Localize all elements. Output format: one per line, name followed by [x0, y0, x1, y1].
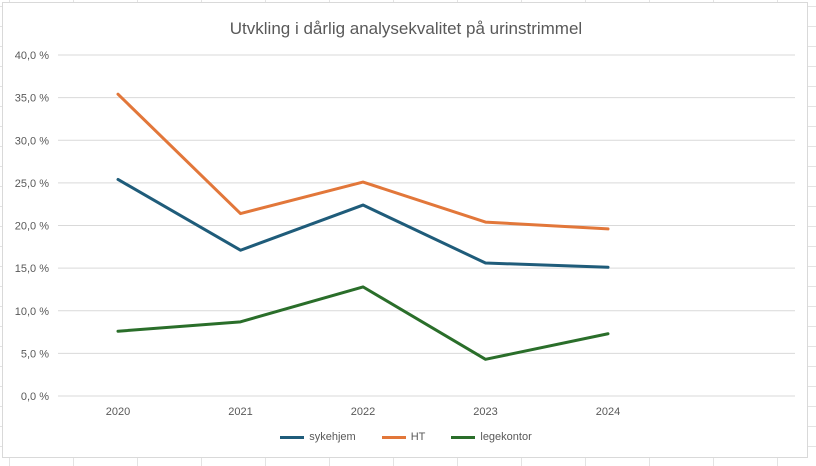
x-tick-label: 2022 [351, 406, 375, 418]
legend-label: HT [410, 431, 426, 443]
x-tick-label: 2024 [596, 406, 620, 418]
series-line-legekontor[interactable] [116, 285, 610, 361]
series-line-sykehjem[interactable] [116, 177, 610, 269]
legend: sykehjem HT legekontor [3, 431, 809, 443]
y-tick-label: 35,0 % [15, 93, 49, 105]
plot-area: 0,0 % 5,0 % 10,0 % 15,0 % 20,0 % 25,0 % 30,0 %… [15, 50, 795, 418]
y-tick-label: 20,0 % [15, 221, 49, 233]
legend-label: sykehjem [309, 431, 356, 443]
legend-item-legekontor[interactable]: legekontor [451, 431, 532, 443]
series-line-HT[interactable] [116, 92, 610, 231]
y-tick-label: 5,0 % [21, 348, 49, 360]
chart-area[interactable]: Utvkling i dårlig analysekvalitet på uri… [2, 2, 808, 458]
y-tick-label: 10,0 % [15, 306, 49, 318]
y-tick-label: 15,0 % [15, 263, 49, 275]
legend-label: legekontor [480, 431, 532, 443]
legend-item-HT[interactable]: HT [381, 431, 426, 443]
y-tick-label: 30,0 % [15, 135, 49, 147]
y-tick-label: 25,0 % [15, 178, 49, 190]
x-tick-label: 2023 [473, 406, 497, 418]
legend-swatch [381, 435, 406, 439]
y-tick-label: 0,0 % [21, 391, 49, 403]
x-tick-label: 2020 [106, 406, 130, 418]
legend-item-sykehjem[interactable]: sykehjem [280, 431, 356, 443]
legend-swatch [451, 435, 476, 439]
x-tick-label: 2021 [228, 406, 252, 418]
chart-title: Utvkling i dårlig analysekvalitet på uri… [229, 19, 583, 38]
y-tick-label: 40,0 % [15, 50, 49, 62]
legend-swatch [280, 435, 305, 439]
